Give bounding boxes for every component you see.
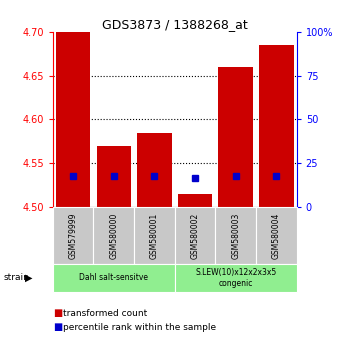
Text: GSM580004: GSM580004 [272, 212, 281, 259]
Text: strain: strain [3, 273, 29, 282]
Text: GSM580001: GSM580001 [150, 212, 159, 258]
Text: S.LEW(10)x12x2x3x5
congenic: S.LEW(10)x12x2x3x5 congenic [195, 268, 276, 287]
Bar [97, 146, 131, 207]
Text: ■: ■ [53, 308, 62, 318]
Text: Dahl salt-sensitve: Dahl salt-sensitve [79, 273, 148, 282]
Text: ▶: ▶ [25, 273, 32, 283]
Bar [219, 67, 253, 207]
Text: GSM580002: GSM580002 [191, 212, 199, 258]
Bar [259, 45, 294, 207]
Text: GSM580000: GSM580000 [109, 212, 118, 259]
Title: GDS3873 / 1388268_at: GDS3873 / 1388268_at [102, 18, 248, 31]
Text: percentile rank within the sample: percentile rank within the sample [63, 323, 216, 332]
Text: GSM579999: GSM579999 [69, 212, 78, 259]
Text: ■: ■ [53, 322, 62, 332]
Bar [56, 32, 90, 207]
Text: transformed count: transformed count [63, 309, 147, 318]
Text: GSM580003: GSM580003 [231, 212, 240, 259]
Bar [137, 133, 172, 207]
Bar [178, 194, 212, 207]
